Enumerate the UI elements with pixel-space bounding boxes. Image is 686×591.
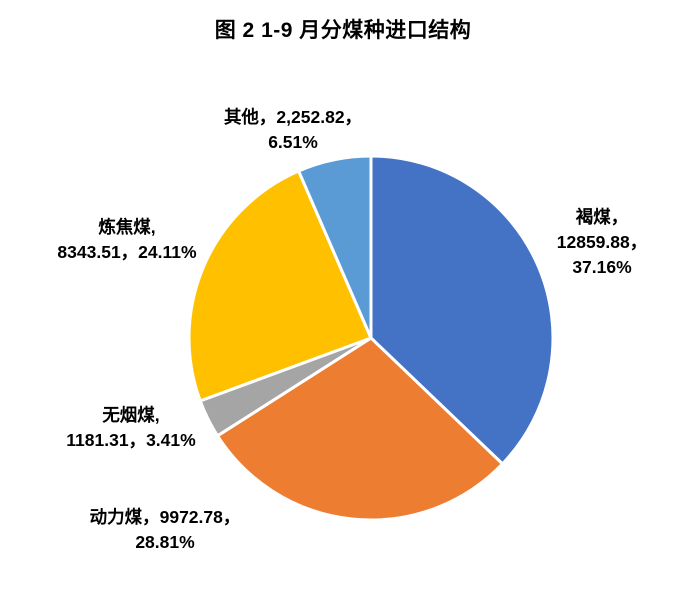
pie-slice-3[interactable] xyxy=(187,169,373,403)
chart-title: 图 2 1-9 月分煤种进口结构 xyxy=(214,19,472,42)
slice-label-thermal-coal: 动力煤，9972.78， 28.81% xyxy=(89,507,241,552)
pie-slice-group xyxy=(187,154,555,522)
slice-label-lignite: 褐煤， 12859.88， 37.16% xyxy=(556,207,648,277)
pie-slice-4[interactable] xyxy=(297,154,373,340)
slice-label-coking-coal: 炼焦煤, 8343.51，24.11% xyxy=(57,217,197,262)
pie-slice-0[interactable] xyxy=(369,154,555,466)
slice-label-other: 其他，2,252.82， 6.51% xyxy=(223,107,363,152)
slice-label-anthracite: 无烟煤, 1181.31，3.41% xyxy=(66,405,196,450)
pie-slice-1[interactable] xyxy=(216,336,504,522)
